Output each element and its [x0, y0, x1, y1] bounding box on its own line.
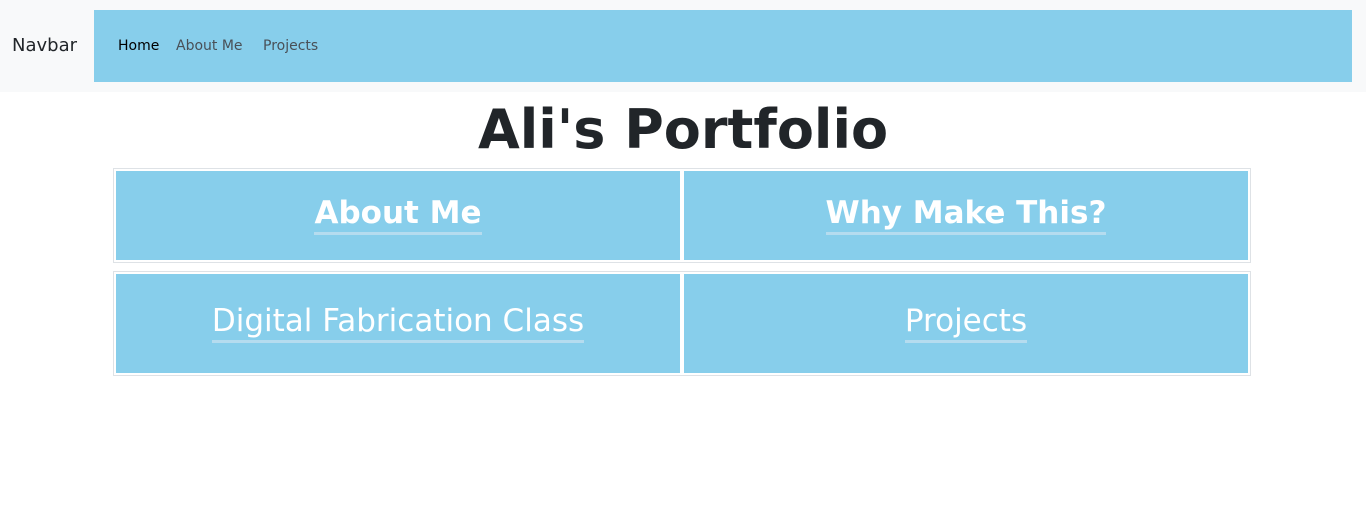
card-link-why-make-this[interactable]: Why Make This? — [825, 196, 1107, 235]
nav-link-projects[interactable]: Projects — [263, 38, 319, 54]
nav-link-home[interactable]: Home — [118, 38, 160, 54]
card-digital-fabrication: Digital Fabrication Class — [116, 274, 680, 373]
card-row-top: About Me Why Make This? — [113, 168, 1251, 263]
card-about-me: About Me — [116, 171, 680, 260]
card-link-projects[interactable]: Projects — [904, 304, 1028, 343]
nav-link-about-me[interactable]: About Me — [176, 38, 243, 54]
card-projects: Projects — [684, 274, 1248, 373]
navbar-brand[interactable]: Navbar — [12, 35, 78, 56]
nav-links-panel: Home About Me Projects — [94, 10, 1352, 82]
card-link-digital-fabrication[interactable]: Digital Fabrication Class — [211, 304, 585, 343]
page-title: Ali's Portfolio — [477, 98, 889, 161]
card-why-make-this: Why Make This? — [684, 171, 1248, 260]
card-row-bottom: Digital Fabrication Class Projects — [113, 271, 1251, 376]
navbar: Navbar Home About Me Projects — [0, 0, 1366, 92]
card-link-about-me[interactable]: About Me — [314, 196, 482, 235]
